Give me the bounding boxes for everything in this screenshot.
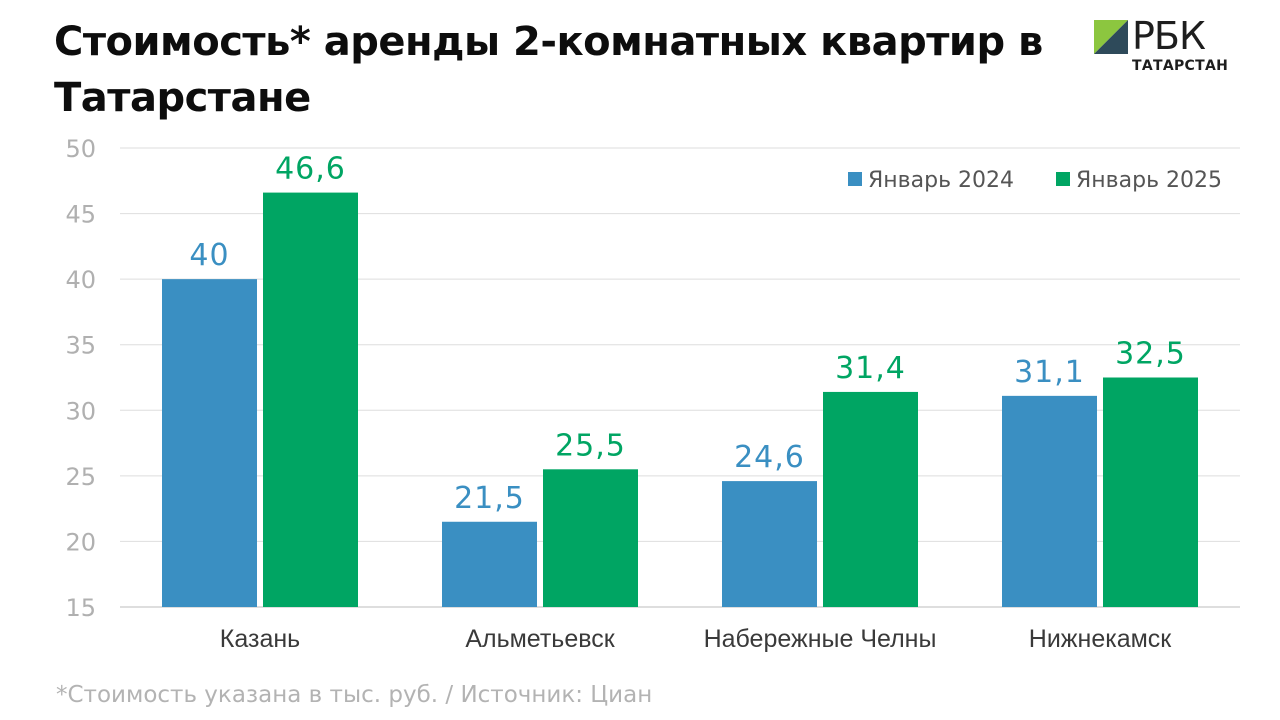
y-tick-label: 15 bbox=[65, 594, 96, 622]
bar bbox=[543, 469, 638, 607]
y-tick-label: 35 bbox=[65, 332, 96, 360]
x-tick-label: Казань bbox=[220, 625, 300, 653]
y-tick-label: 50 bbox=[65, 135, 96, 163]
logo-brand: РБК bbox=[1132, 14, 1206, 58]
data-label: 21,5 bbox=[454, 481, 525, 516]
y-tick-label: 40 bbox=[65, 266, 96, 294]
data-label: 31,4 bbox=[835, 351, 906, 386]
legend-label: Январь 2025 bbox=[1076, 168, 1222, 193]
data-label: 25,5 bbox=[555, 428, 626, 463]
chart-title: Стоимость* аренды 2-комнатных квартир в … bbox=[54, 19, 1043, 121]
bar bbox=[263, 192, 358, 608]
legend-swatch bbox=[848, 172, 862, 186]
bar bbox=[162, 279, 257, 607]
x-tick-label: Альметьевск bbox=[465, 625, 615, 653]
bar bbox=[823, 391, 918, 607]
logo-region: ТАТАРСТАН bbox=[1132, 58, 1229, 74]
data-label: 32,5 bbox=[1115, 337, 1186, 372]
data-label: 46,6 bbox=[275, 152, 346, 187]
y-tick-label: 25 bbox=[65, 463, 96, 491]
bar bbox=[1103, 377, 1198, 607]
rbc-logo-icon bbox=[1094, 20, 1128, 54]
x-tick-label: Нижнекамск bbox=[1029, 625, 1173, 653]
legend-swatch bbox=[1056, 172, 1070, 186]
data-label: 31,1 bbox=[1014, 355, 1085, 390]
legend-label: Январь 2024 bbox=[868, 168, 1014, 193]
rbc-logo: РБК ТАТАРСТАН bbox=[1094, 16, 1234, 80]
footnote: *Стоимость указана в тыс. руб. / Источни… bbox=[56, 682, 653, 708]
bar bbox=[722, 481, 817, 607]
bar bbox=[1002, 395, 1097, 607]
data-label: 40 bbox=[189, 238, 229, 273]
data-label: 24,6 bbox=[734, 440, 805, 475]
bar bbox=[442, 521, 537, 607]
y-tick-label: 45 bbox=[65, 201, 96, 229]
y-tick-label: 20 bbox=[65, 528, 96, 556]
y-tick-label: 30 bbox=[65, 397, 96, 425]
x-tick-label: Набережные Челны bbox=[704, 625, 937, 653]
